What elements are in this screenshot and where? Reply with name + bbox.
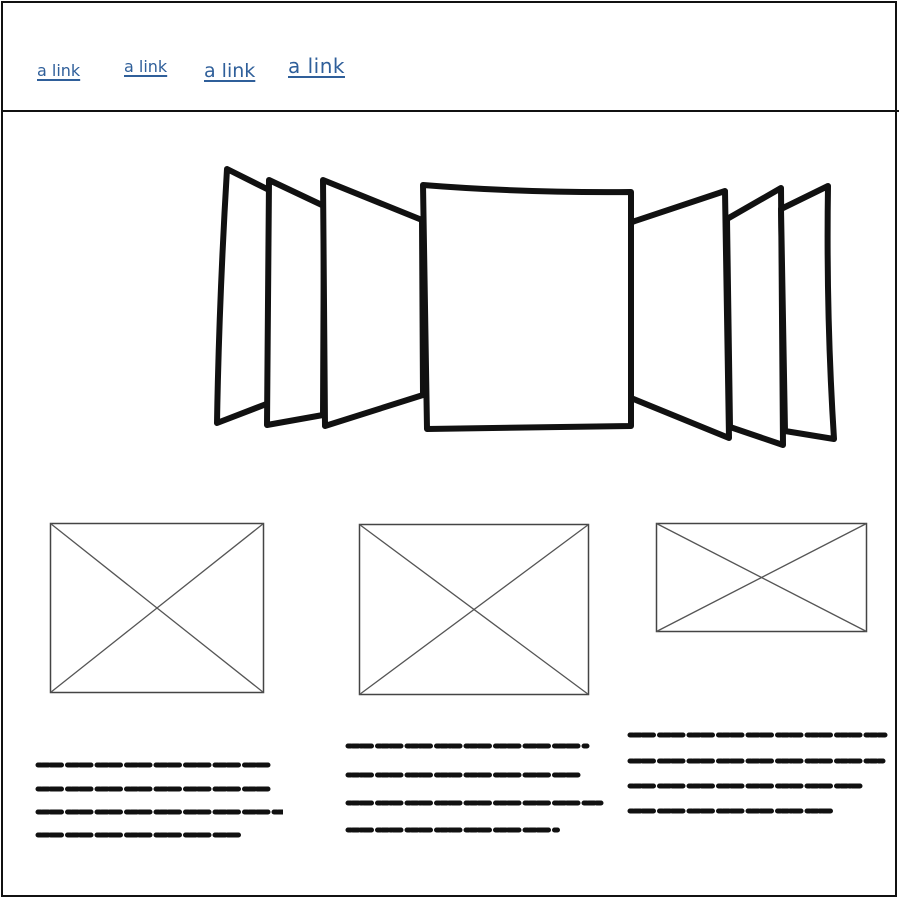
nav-link-3[interactable]: a link	[204, 60, 256, 82]
cover-left-1[interactable]	[320, 177, 426, 429]
cover-center[interactable]	[420, 182, 634, 432]
text-block-3	[627, 732, 888, 814]
text-block-1	[35, 762, 283, 838]
nav-link-2[interactable]: a link	[124, 57, 168, 76]
nav-link-1[interactable]: a link	[37, 61, 81, 80]
cover-right-3[interactable]	[778, 183, 837, 442]
text-block-2	[345, 743, 604, 833]
image-placeholder-3	[655, 522, 868, 633]
image-placeholder-2	[358, 523, 590, 696]
header-bar: a link a link a link a link	[3, 3, 899, 112]
nav-link-4[interactable]: a link	[288, 54, 345, 78]
cover-right-1[interactable]	[626, 188, 732, 441]
cover-left-3[interactable]	[214, 166, 274, 426]
image-placeholder-1	[49, 522, 265, 694]
cover-right-2[interactable]	[724, 185, 786, 448]
cover-left-2[interactable]	[264, 177, 327, 428]
coverflow-carousel[interactable]	[3, 3, 899, 899]
